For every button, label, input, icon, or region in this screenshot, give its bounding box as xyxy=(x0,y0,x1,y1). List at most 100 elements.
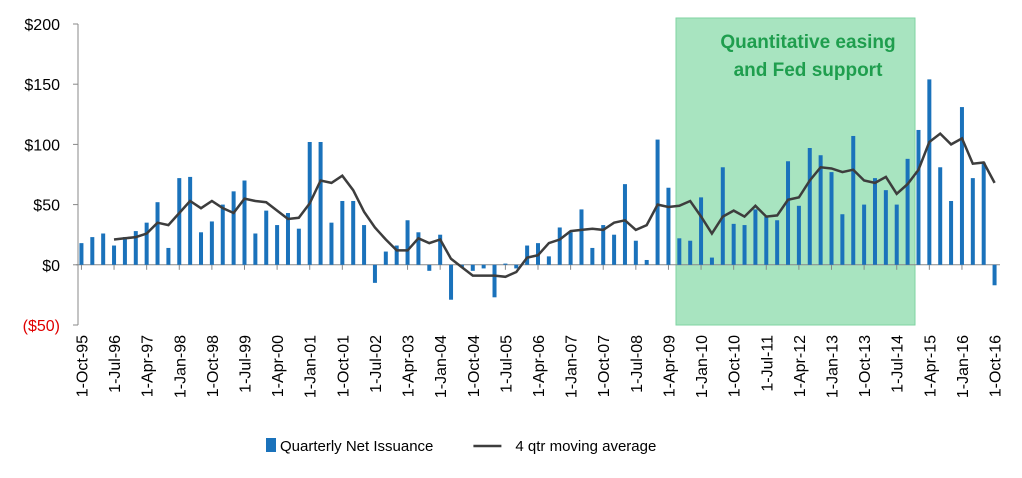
x-tick-label: 1-Apr-00 xyxy=(270,335,287,397)
bar xyxy=(764,216,769,265)
bar xyxy=(112,245,117,265)
x-tick-label: 1-Apr-12 xyxy=(792,335,809,397)
x-tick-label: 1-Oct-16 xyxy=(988,335,1005,397)
bar xyxy=(916,129,921,265)
x-tick-label: 1-Oct-04 xyxy=(466,335,483,397)
bar xyxy=(351,200,356,265)
bar xyxy=(590,247,595,265)
bar xyxy=(666,187,671,265)
bar xyxy=(362,225,367,265)
bar xyxy=(438,234,443,265)
bar xyxy=(340,200,345,265)
bar xyxy=(840,214,845,265)
bar xyxy=(514,264,519,269)
bar xyxy=(188,176,193,265)
legend-swatch xyxy=(266,438,276,452)
bar xyxy=(579,209,584,265)
bar xyxy=(677,238,682,265)
bar xyxy=(568,232,573,265)
y-tick-label: $150 xyxy=(24,77,60,94)
bar xyxy=(601,225,606,265)
bar xyxy=(894,204,899,265)
bar xyxy=(155,202,160,265)
qe-shade xyxy=(675,17,916,326)
bar xyxy=(872,178,877,265)
x-tick-label: 1-Jan-16 xyxy=(955,335,972,398)
bar xyxy=(851,135,856,265)
bar xyxy=(177,178,182,265)
y-tick-label: ($50) xyxy=(23,318,60,335)
bar xyxy=(296,228,301,265)
bar xyxy=(655,139,660,265)
bar xyxy=(742,225,747,265)
bar xyxy=(220,204,225,265)
x-tick-label: 1-Oct-01 xyxy=(335,335,352,397)
bar xyxy=(285,213,290,265)
x-tick-label: 1-Apr-03 xyxy=(401,335,418,397)
bar xyxy=(394,245,399,265)
bar xyxy=(862,204,867,265)
x-tick-label: 1-Jan-04 xyxy=(433,335,450,398)
bar xyxy=(231,191,236,265)
bar xyxy=(90,237,95,265)
x-tick-label: 1-Oct-10 xyxy=(727,335,744,397)
bar xyxy=(264,210,269,265)
x-tick-label: 1-Jul-02 xyxy=(368,335,385,393)
bar xyxy=(709,257,714,265)
bar xyxy=(612,234,617,265)
bar xyxy=(829,172,834,265)
bar xyxy=(753,209,758,265)
x-tick-label: 1-Jul-99 xyxy=(237,335,254,393)
bar xyxy=(275,225,280,265)
bar xyxy=(383,251,388,265)
bar xyxy=(927,79,932,265)
bar xyxy=(786,161,791,265)
bar xyxy=(209,221,214,265)
bar xyxy=(644,259,649,265)
bar xyxy=(992,264,997,286)
bar xyxy=(144,222,149,265)
bar xyxy=(525,245,530,265)
bar xyxy=(883,190,888,265)
x-tick-label: 1-Jan-01 xyxy=(303,335,320,398)
x-tick-label: 1-Apr-06 xyxy=(531,335,548,397)
bar xyxy=(503,263,508,265)
bar xyxy=(633,240,638,265)
bar xyxy=(959,107,964,265)
bar xyxy=(818,155,823,265)
bar xyxy=(427,264,432,271)
x-tick-label: 1-Jan-07 xyxy=(564,335,581,398)
bar xyxy=(199,232,204,265)
x-tick-label: 1-Jul-05 xyxy=(498,335,515,393)
line xyxy=(113,131,996,279)
bar xyxy=(492,264,497,298)
y-tick-label: $0 xyxy=(42,258,60,275)
x-tick-label: 1-Jul-14 xyxy=(890,335,907,393)
bar xyxy=(372,264,377,283)
x-tick-label: 1-Apr-09 xyxy=(661,335,678,397)
bar xyxy=(166,247,171,265)
bar xyxy=(329,222,334,265)
x-tick-label: 1-Jan-10 xyxy=(694,335,711,398)
bar xyxy=(242,180,247,265)
y-tick-label: $50 xyxy=(33,198,60,215)
bar xyxy=(970,178,975,265)
x-tick-label: 1-Oct-98 xyxy=(205,335,222,397)
legend-label: Quarterly Net Issuance xyxy=(280,438,433,455)
x-tick-label: 1-Jan-98 xyxy=(172,335,189,398)
bar xyxy=(546,256,551,265)
bar xyxy=(557,227,562,265)
x-tick-label: 1-Jul-08 xyxy=(629,335,646,393)
annotation: Quantitative easing xyxy=(720,32,895,53)
y-tick-label: $100 xyxy=(24,137,60,154)
bar xyxy=(688,240,693,265)
bar xyxy=(905,158,910,265)
y-tick-label: $200 xyxy=(24,17,60,34)
annotation: and Fed support xyxy=(734,60,884,81)
bar xyxy=(938,167,943,265)
x-tick-label: 1-Apr-97 xyxy=(140,335,157,397)
bar xyxy=(133,231,138,265)
bar xyxy=(318,141,323,265)
x-tick-label: 1-Oct-07 xyxy=(596,335,613,397)
